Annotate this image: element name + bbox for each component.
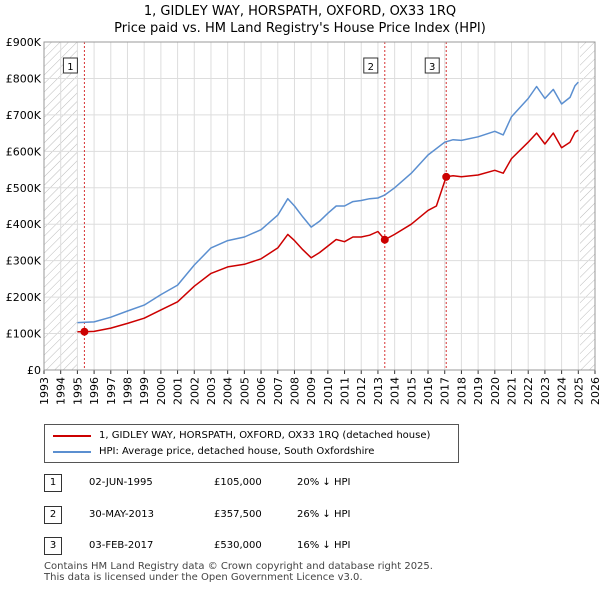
x-tick-label: 1997 [105,377,118,405]
y-tick-label: £800K [6,72,42,85]
x-tick-label: 2007 [272,377,285,405]
x-tick-label: 2004 [222,377,235,405]
y-tick-label: £400K [6,218,42,231]
chart-subtitle: Price paid vs. HM Land Registry's House … [114,21,486,36]
y-tick-label: £300K [6,255,42,268]
footer-copyright: Contains HM Land Registry data © Crown c… [44,561,433,572]
sale-hpi-diff: 26% ↓ HPI [297,509,351,520]
legend-label-property: 1, GIDLEY WAY, HORSPATH, OXFORD, OX33 1R… [99,430,431,441]
y-tick-label: £100K [6,328,42,341]
y-tick-label: £600K [6,145,42,158]
x-tick-label: 2008 [288,377,301,405]
legend: 1, GIDLEY WAY, HORSPATH, OXFORD, OX33 1R… [44,424,459,463]
x-tick-label: 2006 [255,377,268,405]
price-chart: 1 2 3 £0 £100K £200K £300K £400K £500K £600K £700… [6,36,600,405]
x-tick-label: 1994 [55,377,68,405]
sale-number-badge: 3 [44,537,62,555]
sale-date: 30-MAY-2013 [89,509,155,520]
x-tick-label: 2019 [472,377,485,405]
sale-marker [442,172,451,181]
sale-marker [80,327,89,336]
x-tick-label: 2016 [422,377,435,405]
x-tick-label: 2023 [539,377,552,405]
x-tick-label: 2001 [172,377,185,405]
sale-price: £105,000 [214,477,262,488]
legend-label-hpi: HPI: Average price, detached house, Sout… [99,446,375,457]
sale-label-text: 2 [368,62,374,73]
x-tick-label: 2000 [155,377,168,405]
x-tick-label: 2015 [405,377,418,405]
x-tick-label: 2005 [238,377,251,405]
hpi-line [77,81,579,324]
chart-title: 1, GIDLEY WAY, HORSPATH, OXFORD, OX33 1R… [143,4,457,19]
footer-licence: This data is licensed under the Open Gov… [44,572,363,583]
x-tick-label: 1999 [138,377,151,405]
x-tick-label: 2021 [506,377,519,405]
legend-item-property: 1, GIDLEY WAY, HORSPATH, OXFORD, OX33 1R… [53,430,430,441]
x-tick-label: 2014 [389,377,402,405]
x-tick-label: 1996 [88,377,101,405]
property-price-line [77,129,579,333]
sale-label-text: 1 [67,62,73,73]
x-tick-label: 2010 [322,377,335,405]
x-tick-label: 2017 [439,377,452,405]
x-tick-label: 2025 [572,377,585,405]
x-tick-label: 2002 [188,377,201,405]
sale-date: 02-JUN-1995 [89,477,153,488]
y-tick-label: £900K [6,36,42,49]
x-tick-label: 2013 [372,377,385,405]
x-tick-label: 1993 [38,377,51,405]
x-tick-label: 2024 [556,377,569,405]
sale-label-box [424,57,440,74]
x-tick-label: 2012 [355,377,368,405]
x-tick-label: 1998 [121,377,134,405]
sale-number-badge: 1 [44,474,62,492]
y-tick-label: £200K [6,291,42,304]
hatched-region [579,42,595,370]
x-tick-label: 2011 [339,377,352,405]
x-tick-label: 2018 [455,377,468,405]
y-tick-label: £500K [6,182,42,195]
sale-hpi-diff: 16% ↓ HPI [297,540,351,551]
y-tick-label: £700K [6,109,42,122]
sale-price: £357,500 [214,509,262,520]
x-tick-label: 2009 [305,377,318,405]
legend-swatch-property [53,434,91,437]
sale-date: 03-FEB-2017 [89,540,154,551]
x-tick-label: 2020 [489,377,502,405]
sale-marker [380,235,389,244]
sale-price: £530,000 [214,540,262,551]
plot-frame [43,41,596,371]
sale-label-text: 3 [429,62,435,73]
sale-hpi-diff: 20% ↓ HPI [297,477,351,488]
x-tick-label: 2022 [522,377,535,405]
y-tick-label: £0 [27,364,41,377]
legend-item-hpi: HPI: Average price, detached house, Sout… [53,446,374,457]
sale-label-box [62,57,78,74]
x-tick-label: 2026 [589,377,600,405]
x-tick-label: 2003 [205,377,218,405]
sale-label-box [363,57,379,74]
x-tick-label: 1995 [71,377,84,405]
sale-number-badge: 2 [44,506,62,524]
legend-swatch-hpi [53,450,91,453]
